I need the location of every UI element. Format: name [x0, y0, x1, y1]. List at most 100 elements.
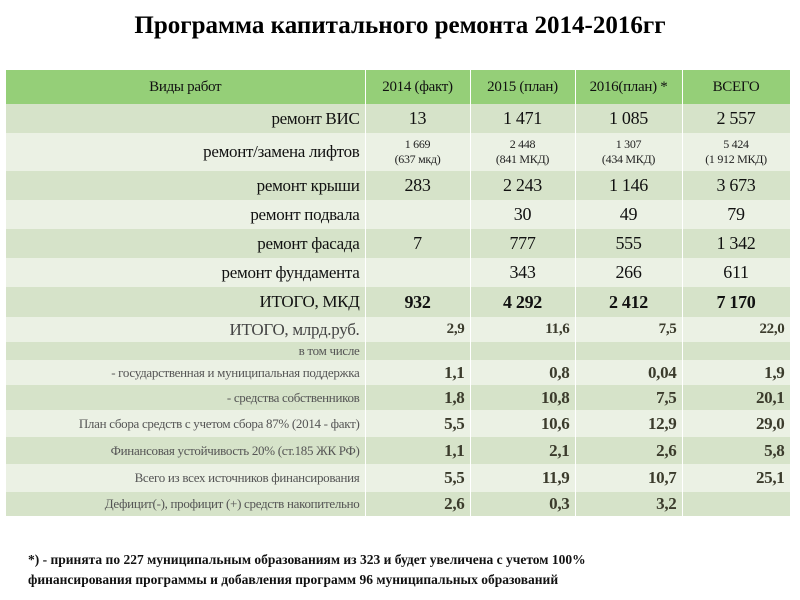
table-row: ремонт крыши 283 2 243 1 146 3 673 [6, 171, 791, 200]
row-label: Финансовая устойчивость 20% (ст.185 ЖК Р… [6, 437, 366, 464]
value-cell: 0,04 [575, 360, 683, 385]
value-cell: 0,8 [470, 360, 576, 385]
value-cell [682, 342, 791, 360]
value-cell: 4 292 [470, 287, 576, 317]
value-cell: 5,8 [682, 437, 791, 464]
value-mkd: (637 мкд) [394, 152, 441, 166]
row-label: ИТОГО, МКД [6, 287, 366, 317]
footnote-line: *) - принята по 227 муниципальным образо… [28, 552, 586, 567]
header-cell: 2014 (факт) [365, 70, 471, 104]
value-cell: 1 146 [575, 171, 683, 200]
value-cell: 22,0 [682, 317, 791, 342]
row-label: - государственная и муниципальная поддер… [6, 360, 366, 385]
value-cell: 3 673 [682, 171, 791, 200]
value-mkd: (1 912 МКД) [705, 152, 767, 166]
value-cell: 2 448 (841 МКД) [470, 133, 576, 171]
value-cell: 1,1 [365, 360, 471, 385]
value-cell: 1,1 [365, 437, 471, 464]
value-cell [682, 492, 791, 516]
row-label: План сбора средств с учетом сбора 87% (2… [6, 410, 366, 437]
value-cell: 611 [682, 258, 791, 287]
table-row: ИТОГО, млрд.руб. 2,9 11,6 7,5 22,0 [6, 317, 791, 342]
row-label: в том числе [6, 342, 366, 360]
value-cell: 13 [365, 104, 471, 133]
row-label: ремонт/замена лифтов [6, 133, 366, 171]
footnote: *) - принята по 227 муниципальным образо… [28, 550, 586, 590]
slide-title: Программа капитального ремонта 2014-2016… [134, 12, 666, 39]
value-cell: 7,5 [575, 385, 683, 410]
row-label: - средства собственников [6, 385, 366, 410]
value-cell: 79 [682, 200, 791, 229]
value-cell [365, 342, 471, 360]
value-cell: 11,9 [470, 464, 576, 492]
value-cell [470, 342, 576, 360]
value-cell: 12,9 [575, 410, 683, 437]
value-cell: 1 307 (434 МКД) [575, 133, 683, 171]
capital-repair-table: Виды работ 2014 (факт) 2015 (план) 2016(… [6, 70, 791, 516]
value-cell: 343 [470, 258, 576, 287]
table-row: ИТОГО, МКД 932 4 292 2 412 7 170 [6, 287, 791, 317]
value-cell: 20,1 [682, 385, 791, 410]
value-cell [575, 342, 683, 360]
row-label: Всего из всех источников финансирования [6, 464, 366, 492]
table-row: ремонт подвала 30 49 79 [6, 200, 791, 229]
value-count: 1 307 [615, 137, 642, 151]
header-cell: 2016(план) * [575, 70, 683, 104]
table-row: - государственная и муниципальная поддер… [6, 360, 791, 385]
value-cell: 932 [365, 287, 471, 317]
value-cell: 1,9 [682, 360, 791, 385]
header-cell: ВСЕГО [682, 70, 791, 104]
value-cell: 29,0 [682, 410, 791, 437]
value-cell: 266 [575, 258, 683, 287]
row-label: ремонт подвала [6, 200, 366, 229]
value-cell: 1 669 (637 мкд) [365, 133, 471, 171]
value-cell: 30 [470, 200, 576, 229]
table-row: ремонт фасада 7 777 555 1 342 [6, 229, 791, 258]
value-cell: 5,5 [365, 464, 471, 492]
header-cell: 2015 (план) [470, 70, 576, 104]
row-label: ремонт крыши [6, 171, 366, 200]
value-cell: 2,6 [365, 492, 471, 516]
value-mkd: (841 МКД) [495, 152, 550, 166]
value-cell: 7 170 [682, 287, 791, 317]
table-row: в том числе [6, 342, 791, 360]
value-cell: 1,8 [365, 385, 471, 410]
value-count: 2 448 [509, 137, 536, 151]
value-cell [365, 258, 471, 287]
value-cell: 7,5 [575, 317, 683, 342]
value-cell: 49 [575, 200, 683, 229]
table-header-row: Виды работ 2014 (факт) 2015 (план) 2016(… [6, 70, 791, 104]
value-cell [365, 200, 471, 229]
value-cell: 1 085 [575, 104, 683, 133]
value-mkd: (434 МКД) [601, 152, 656, 166]
value-cell: 0,3 [470, 492, 576, 516]
value-cell: 5 424 (1 912 МКД) [682, 133, 791, 171]
row-label: ремонт фундамента [6, 258, 366, 287]
value-cell: 2 243 [470, 171, 576, 200]
value-cell: 5,5 [365, 410, 471, 437]
table-row: Финансовая устойчивость 20% (ст.185 ЖК Р… [6, 437, 791, 464]
value-cell: 10,8 [470, 385, 576, 410]
row-label: ремонт ВИС [6, 104, 366, 133]
table-row: ремонт ВИС 13 1 471 1 085 2 557 [6, 104, 791, 133]
value-cell: 11,6 [470, 317, 576, 342]
value-cell: 10,6 [470, 410, 576, 437]
value-cell: 555 [575, 229, 683, 258]
value-cell: 2 557 [682, 104, 791, 133]
table-row: ремонт/замена лифтов 1 669 (637 мкд) 2 448(… [6, 133, 791, 171]
table-row: Всего из всех источников финансирования 5… [6, 464, 791, 492]
row-label: Дефицит(-), профицит (+) средств накопит… [6, 492, 366, 516]
value-cell: 2,6 [575, 437, 683, 464]
value-count: 1 669 [404, 137, 431, 151]
value-cell: 25,1 [682, 464, 791, 492]
value-cell: 2,9 [365, 317, 471, 342]
header-cell: Виды работ [6, 70, 366, 104]
table-row: План сбора средств с учетом сбора 87% (2… [6, 410, 791, 437]
value-cell: 1 471 [470, 104, 576, 133]
value-cell: 1 342 [682, 229, 791, 258]
table-row: - средства собственников 1,8 10,8 7,5 20,1 [6, 385, 791, 410]
value-cell: 10,7 [575, 464, 683, 492]
table-row: ремонт фундамента 343 266 611 [6, 258, 791, 287]
value-cell: 3,2 [575, 492, 683, 516]
value-cell: 283 [365, 171, 471, 200]
